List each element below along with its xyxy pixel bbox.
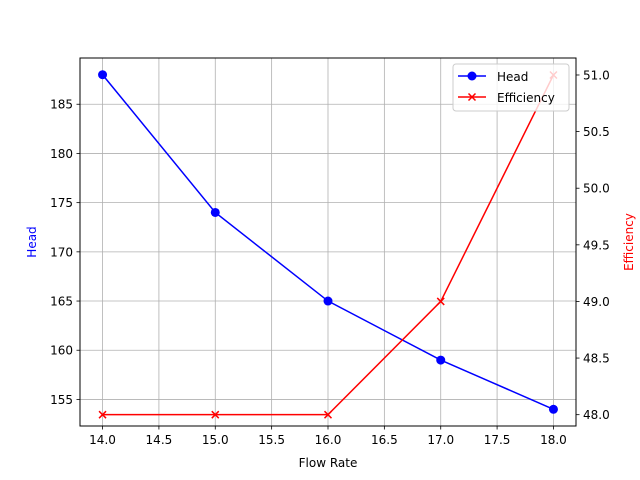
legend-efficiency-label: Efficiency: [497, 91, 555, 105]
series-layer: [98, 70, 558, 419]
y-tick-label: 185: [50, 98, 73, 112]
y2-tick-label: 50.0: [583, 182, 610, 196]
y-tick-label: 155: [50, 393, 73, 407]
x-tick-label: 14.5: [146, 433, 173, 447]
x-tick-label: 15.0: [202, 433, 229, 447]
efficiency-point: [211, 410, 220, 419]
y-tick-label: 170: [50, 245, 73, 259]
legend-head-marker-icon: [467, 71, 477, 81]
y-axis-ticks: 155 160 165 170 175 180 185: [50, 98, 80, 407]
y-tick-label: 165: [50, 295, 73, 309]
grid-lines: [80, 58, 576, 426]
efficiency-point: [98, 410, 107, 419]
y2-tick-label: 48.5: [583, 352, 610, 366]
legend-head-label: Head: [497, 70, 528, 84]
y2-tick-label: 49.5: [583, 238, 610, 252]
x-tick-label: 16.0: [315, 433, 342, 447]
x-tick-label: 17.0: [427, 433, 454, 447]
y-axis-label: Head: [25, 226, 39, 257]
y-tick-label: 175: [50, 196, 73, 210]
head-point: [98, 70, 108, 80]
x-tick-label: 15.5: [258, 433, 285, 447]
x-tick-label: 14.0: [89, 433, 116, 447]
y-tick-label: 160: [50, 344, 73, 358]
y2-tick-label: 49.0: [583, 295, 610, 309]
y2-tick-label: 51.0: [583, 68, 610, 82]
head-point: [436, 355, 446, 365]
head-point: [548, 404, 558, 414]
y-tick-label: 180: [50, 147, 73, 161]
legend-efficiency-marker-icon: [467, 92, 477, 102]
legend: Head Efficiency: [452, 63, 570, 112]
x-tick-label: 17.5: [484, 433, 511, 447]
efficiency-point: [323, 410, 333, 419]
x-tick-label: 16.5: [371, 433, 398, 447]
x-axis-label: Flow Rate: [299, 456, 358, 470]
y2-axis-label: Efficiency: [622, 213, 636, 271]
x-axis-ticks: 14.0 14.5 15.0 15.5 16.0 16.5 17.0 17.5 18.0: [89, 426, 567, 447]
y2-tick-label: 48.0: [583, 408, 610, 422]
x-tick-label: 18.0: [540, 433, 567, 447]
y2-axis-ticks: 48.0 48.5 49.0 49.5 50.0 50.5 51.0: [576, 68, 610, 422]
y2-tick-label: 50.5: [583, 125, 610, 139]
efficiency-point: [436, 297, 445, 306]
head-point: [210, 207, 220, 217]
head-point: [323, 296, 333, 306]
